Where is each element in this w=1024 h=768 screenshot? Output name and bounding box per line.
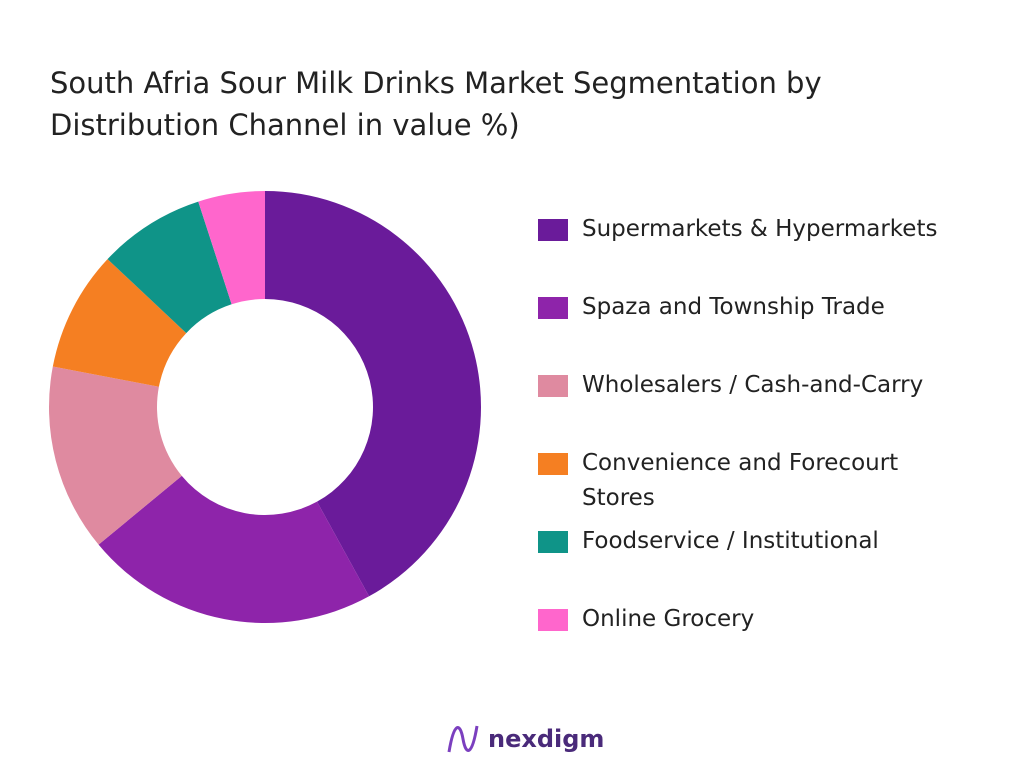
chart-title: South Afria Sour Milk Drinks Market Segm… [50, 66, 822, 142]
donut-slice [107, 201, 232, 334]
donut-slice [49, 366, 182, 545]
donut-slice [265, 190, 482, 597]
brand-logo [447, 725, 479, 753]
legend-item: Online Grocery [538, 602, 998, 680]
chart [49, 190, 482, 624]
donut-slice [52, 259, 187, 387]
legend-label: Convenience and Forecourt Stores [582, 450, 899, 511]
legend-item: Spaza and Township Trade [538, 290, 998, 368]
legend-swatch [538, 219, 568, 241]
legend-swatch [538, 375, 568, 397]
legend-item: Foodservice / Institutional [538, 524, 998, 602]
donut-slice [98, 475, 370, 624]
legend: Supermarkets & Hypermarkets Spaza and Tow… [538, 212, 998, 680]
legend-label: Spaza and Township Trade [582, 294, 885, 320]
legend-item: Wholesalers / Cash-and-Carry [538, 368, 998, 446]
legend-label: Wholesalers / Cash-and-Carry [582, 372, 924, 398]
legend-swatch [538, 609, 568, 631]
legend-label: Foodservice / Institutional [582, 528, 879, 554]
legend-swatch [538, 297, 568, 319]
legend-swatch [538, 531, 568, 553]
legend-label: Online Grocery [582, 606, 755, 632]
legend-swatch [538, 453, 568, 475]
legend-label: Supermarkets & Hypermarkets [582, 216, 938, 242]
legend-item: Convenience and Forecourt Stores [538, 446, 998, 524]
donut-slice [198, 191, 265, 305]
legend-item: Supermarkets & Hypermarkets [538, 212, 998, 290]
brand: nexdigm [446, 722, 604, 756]
brand-name: nexdigm [488, 725, 605, 753]
